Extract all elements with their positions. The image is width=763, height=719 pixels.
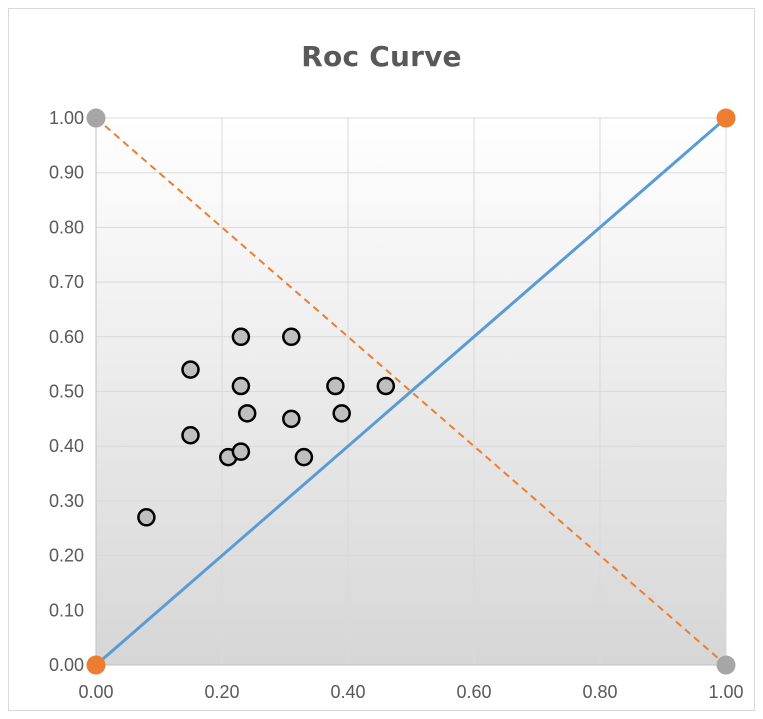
- series-layer: [86, 108, 736, 675]
- axes: [95, 118, 726, 666]
- line-endpoint-marker: [86, 655, 106, 675]
- scatter-point: [332, 404, 351, 423]
- scatter-point: [181, 360, 200, 379]
- x-tick-label: 0.00: [78, 682, 113, 702]
- scatter-point: [282, 409, 301, 429]
- y-tick-label: 0.70: [49, 272, 84, 292]
- scatter-point: [376, 376, 396, 396]
- y-tick-label: 1.00: [49, 108, 84, 128]
- x-tick-label: 0.60: [456, 682, 491, 702]
- chart-title: Roc Curve: [301, 40, 462, 73]
- x-tick-label: 0.20: [204, 682, 239, 702]
- line-endpoint-marker: [716, 655, 736, 675]
- scatter-point: [231, 376, 251, 396]
- scatter-point: [231, 327, 251, 347]
- y-tick-label: 0.90: [49, 163, 84, 183]
- line-endpoint-marker: [86, 108, 106, 128]
- tick-labels: 0.00 0.10 0.20 0.30 0.40 0.50 0.60 0.70 0.80 0.90…: [49, 108, 744, 702]
- x-tick-label: 1.00: [708, 682, 743, 702]
- scatter-point: [294, 447, 314, 467]
- scatter-point: [231, 442, 251, 461]
- x-tick-label: 0.40: [330, 682, 365, 702]
- x-tick-label: 0.80: [582, 682, 617, 702]
- scatter-point: [326, 376, 345, 396]
- y-tick-label: 0.30: [49, 491, 84, 511]
- y-tick-label: 0.00: [49, 655, 84, 675]
- scatter-point: [137, 508, 156, 527]
- scatter-point: [181, 426, 200, 445]
- scatter-point: [282, 327, 301, 347]
- line-endpoint-marker: [716, 108, 736, 128]
- diagonal-solid-line: [95, 116, 727, 667]
- scatter-point: [237, 404, 257, 423]
- y-tick-label: 0.40: [49, 436, 84, 456]
- y-tick-label: 0.80: [49, 217, 84, 237]
- y-tick-label: 0.50: [49, 382, 84, 402]
- y-tick-label: 0.20: [49, 546, 84, 566]
- y-tick-label: 0.60: [49, 327, 84, 347]
- y-tick-label: 0.10: [49, 600, 84, 620]
